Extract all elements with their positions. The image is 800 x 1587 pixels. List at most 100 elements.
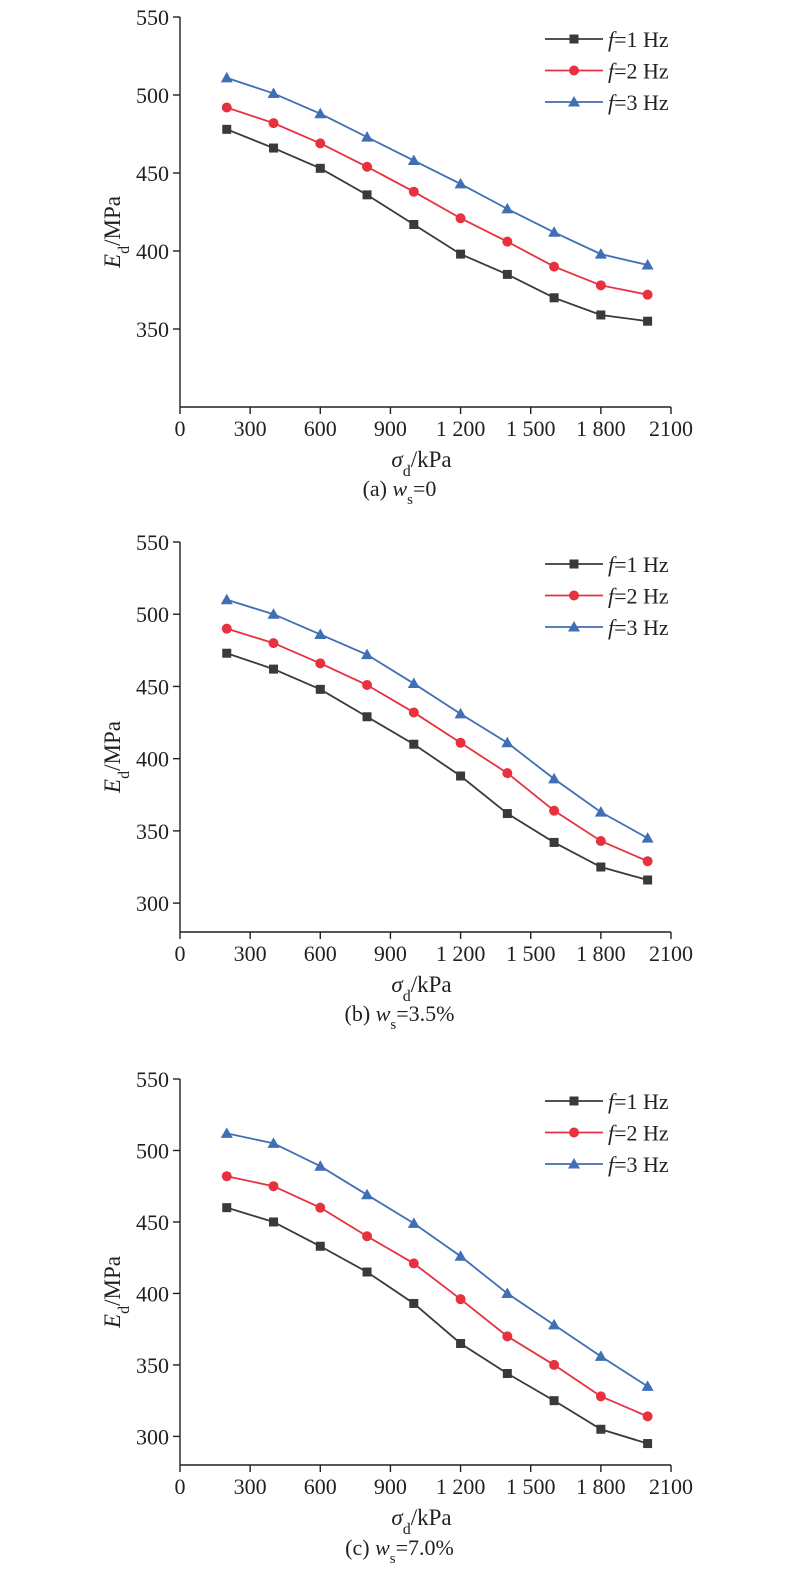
data-point-1hz [596,862,606,872]
y-tick-label: 300 [136,1424,169,1449]
x-tick-label: 1 800 [576,416,626,441]
legend-marker [569,559,579,569]
y-tick-label: 500 [136,83,169,108]
data-point-2hz [362,1231,373,1242]
x-tick-label: 1 200 [436,1474,486,1499]
data-point-1hz [456,771,466,781]
x-tick-label: 1 500 [506,1474,556,1499]
data-point-2hz [502,1331,513,1342]
data-point-2hz [221,1171,232,1182]
data-point-3hz [454,1250,467,1261]
x-tick-label: 0 [175,416,186,441]
y-axis-label: Ed/MPa [100,721,133,794]
data-point-2hz [408,186,419,197]
x-tick-label: 1 500 [506,941,556,966]
x-tick-label: 1 200 [436,941,486,966]
data-point-2hz [642,1411,653,1422]
data-point-1hz [315,684,325,694]
x-axis-label: σd/kPa [391,447,451,480]
data-point-3hz [501,1287,514,1298]
data-point-3hz [407,154,420,166]
x-tick-label: 300 [234,941,267,966]
data-point-1hz [362,1267,372,1277]
data-point-3hz [361,1188,374,1200]
data-point-1hz [409,739,419,749]
x-tick-label: 600 [304,941,337,966]
x-axis-label: σd/kPa [391,972,451,1005]
chart-panel-a: 350 400 450 500 550 0 300 600 900 1 200 1 500 1 800… [100,5,693,508]
legend-label: f=3 Hz [608,615,669,640]
data-point-3hz [548,1318,561,1330]
data-point-3hz [220,1127,233,1138]
panel-caption: (b) ws=3.5% [345,1001,455,1033]
x-tick-label: 600 [304,416,337,441]
x-tick-label: 2100 [649,941,693,966]
series-line-2hz [226,1175,648,1418]
data-point-1hz [456,1338,466,1348]
legend-marker [569,65,579,76]
data-point-3hz [594,806,607,817]
y-tick-label: 350 [136,819,169,844]
x-tick-label: 900 [374,416,407,441]
y-tick-label: 450 [136,1210,169,1235]
data-point-1hz [315,1241,325,1251]
y-axis-label: Ed/MPa [100,196,133,269]
data-point-3hz [220,71,233,83]
data-point-1hz [643,1439,653,1449]
data-point-1hz [596,310,606,320]
y-tick-label: 450 [136,674,169,699]
data-point-3hz [548,772,561,784]
data-point-2hz [268,638,279,649]
series-line-1hz [226,1206,648,1445]
data-point-1hz [409,1298,419,1308]
data-point-2hz [408,1258,419,1269]
data-point-1hz [315,163,325,173]
data-point-1hz [409,219,419,229]
y-tick-label: 300 [136,891,169,916]
y-tick-label: 550 [136,5,169,30]
data-point-3hz [641,1380,654,1391]
x-tick-label: 0 [175,1474,186,1499]
data-point-3hz [594,248,607,259]
data-point-2hz [221,623,232,634]
x-tick-label: 1 800 [576,941,626,966]
data-point-3hz [267,87,280,98]
data-point-3hz [454,177,467,189]
x-tick-label: 300 [234,416,267,441]
x-tick-label: 1 200 [436,416,486,441]
series-line-1hz [226,128,648,323]
data-point-1hz [643,316,653,326]
data-point-1hz [596,1424,606,1434]
data-point-2hz [315,1202,326,1213]
legend-label: f=2 Hz [608,59,669,84]
legend-marker [569,590,579,601]
legend-label: f=2 Hz [608,1121,669,1146]
x-tick-label: 1 800 [576,1474,626,1499]
y-tick-label: 400 [136,1281,169,1306]
data-point-2hz [315,658,326,669]
legend-marker [569,1096,579,1106]
data-point-2hz [502,236,513,247]
data-point-1hz [362,712,372,722]
data-point-2hz [455,1294,466,1305]
y-axis-label: Ed/MPa [100,1256,133,1329]
data-point-3hz [548,226,561,237]
data-point-2hz [408,707,419,718]
y-tick-label: 400 [136,747,169,772]
data-point-1hz [502,1369,512,1379]
data-point-2hz [549,1359,560,1370]
data-point-3hz [220,593,233,605]
legend-label: f=3 Hz [608,90,669,115]
y-tick-label: 350 [136,1353,169,1378]
y-tick-label: 550 [136,530,169,555]
data-point-3hz [454,707,467,719]
data-point-1hz [222,124,232,134]
x-tick-label: 0 [175,941,186,966]
x-tick-label: 2100 [649,1474,693,1499]
legend-label: f=1 Hz [608,1089,669,1114]
data-point-3hz [267,1137,280,1148]
series-line-3hz [226,598,649,839]
data-point-3hz [641,259,654,270]
